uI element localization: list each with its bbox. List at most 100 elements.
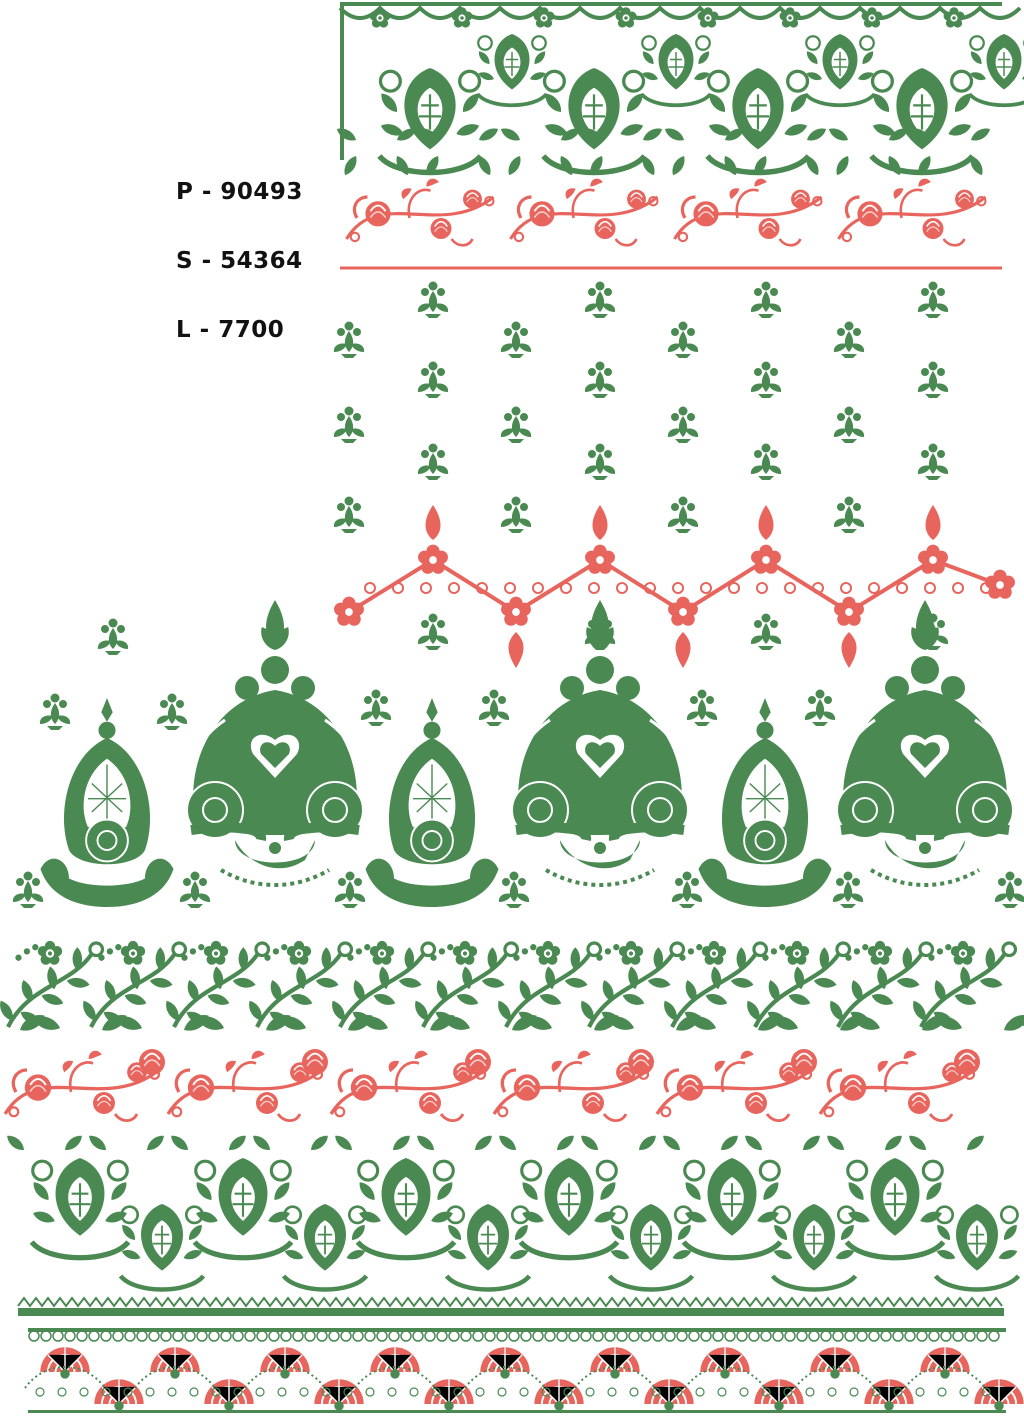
lace-dot: [365, 1387, 375, 1397]
lace-loop: [916, 1330, 928, 1342]
border-leaf: [308, 1132, 331, 1154]
lace-dot: [893, 1387, 903, 1397]
red-curl: [784, 582, 796, 594]
lace-loop: [196, 1330, 208, 1342]
lace-loop: [712, 1330, 724, 1342]
butti-motif: [498, 871, 530, 908]
lace-dot: [453, 1387, 463, 1397]
lace-dot: [497, 1387, 507, 1397]
vine-motif: [910, 941, 1016, 1028]
red-daisy: [834, 596, 864, 626]
paisley-motif-small: [640, 34, 711, 105]
lace-loop: [568, 1330, 580, 1342]
red-curl: [700, 582, 712, 594]
lace-dot: [629, 1387, 639, 1397]
lace-loop: [700, 1330, 712, 1342]
red-vine-motif: [511, 179, 658, 246]
lace-dot: [167, 1387, 177, 1397]
border-leaf: [882, 1132, 905, 1154]
lace-loop: [496, 1330, 508, 1342]
red-bud-bottom: [675, 632, 691, 668]
border-leaf: [824, 1132, 847, 1154]
paisley-motif: [193, 1158, 293, 1258]
lace-dot: [673, 1387, 683, 1397]
butti-motif: [500, 496, 532, 533]
lace-dot: [299, 1387, 309, 1397]
lace-arc: [464, 1366, 546, 1389]
red-vine-motif: [347, 179, 494, 246]
left-edge: [340, 2, 344, 160]
lace-fan-bottom: [533, 1378, 585, 1412]
butti-motif: [333, 321, 365, 358]
lace-loop: [292, 1330, 304, 1342]
lace-loop: [724, 1330, 736, 1342]
lace-loop: [436, 1330, 448, 1342]
code-s: S - 54364: [176, 248, 303, 274]
lace-loop: [508, 1330, 520, 1342]
lace-arc: [354, 1366, 436, 1389]
border-leaf: [62, 1132, 85, 1154]
lace-fan-bottom: [973, 1378, 1024, 1412]
red-flower: [627, 1048, 655, 1076]
lace-loop: [232, 1330, 244, 1342]
paisley-motif: [934, 1204, 1020, 1290]
lace-fan-top: [369, 1346, 421, 1380]
red-curl: [392, 582, 404, 594]
lace-loop: [460, 1330, 472, 1342]
top-paisley-border: [334, 2, 1024, 178]
lace-fan-border: [24, 1328, 1024, 1413]
butti-motif: [750, 443, 782, 480]
lace-dot: [541, 1387, 551, 1397]
garland-leaf: [505, 153, 524, 178]
border-leaf: [660, 1132, 683, 1154]
red-daisy: [668, 596, 698, 626]
paisley-motif: [445, 1204, 531, 1290]
lace-dot: [387, 1387, 397, 1397]
big-kalka-motif: [837, 600, 1013, 885]
lace-dot: [57, 1387, 67, 1397]
lace-dot: [277, 1387, 287, 1397]
lace-dot: [189, 1387, 199, 1397]
lace-loop: [124, 1330, 136, 1342]
butti-motif: [478, 689, 510, 726]
lace-loop: [736, 1330, 748, 1342]
red-daisy: [501, 596, 531, 626]
border-leaf: [144, 1132, 167, 1154]
red-vine-motif: [168, 1051, 322, 1121]
lace-arc: [684, 1366, 766, 1389]
lace-loop: [484, 1330, 496, 1342]
lace-loop: [688, 1330, 700, 1342]
lace-loop: [988, 1330, 1000, 1342]
border-leaf: [578, 1132, 601, 1154]
red-vine-motif: [839, 179, 986, 246]
lace-loop: [364, 1330, 376, 1342]
red-curl: [476, 582, 488, 594]
border-leaf: [636, 1132, 659, 1154]
lace-loop: [976, 1330, 988, 1342]
red-curl: [616, 582, 628, 594]
red-daisy: [751, 544, 781, 574]
lace-loop: [64, 1330, 76, 1342]
big-kalka-motif: [512, 600, 688, 885]
garland-leaf: [498, 125, 523, 144]
red-flower: [138, 1048, 166, 1076]
red-curl: [504, 582, 516, 594]
lace-loop: [412, 1330, 424, 1342]
top-red-floral-vine: [340, 179, 1002, 270]
butti-motif: [584, 281, 616, 318]
butti-motif: [360, 689, 392, 726]
butti-motif: [179, 871, 211, 908]
border-teeth: [17, 1296, 1003, 1308]
butti-motif: [584, 361, 616, 398]
butti-motif: [833, 321, 865, 358]
lace-loop: [928, 1330, 940, 1342]
small-kalka-motif: [364, 697, 500, 913]
border-leaf: [4, 1132, 27, 1154]
lace-loop: [580, 1330, 592, 1342]
lace-loop: [400, 1330, 412, 1342]
lace-loop: [40, 1330, 52, 1342]
lace-loop: [280, 1330, 292, 1342]
lace-loop: [160, 1330, 172, 1342]
butti-motif: [584, 443, 616, 480]
paisley-motif: [845, 1158, 945, 1258]
